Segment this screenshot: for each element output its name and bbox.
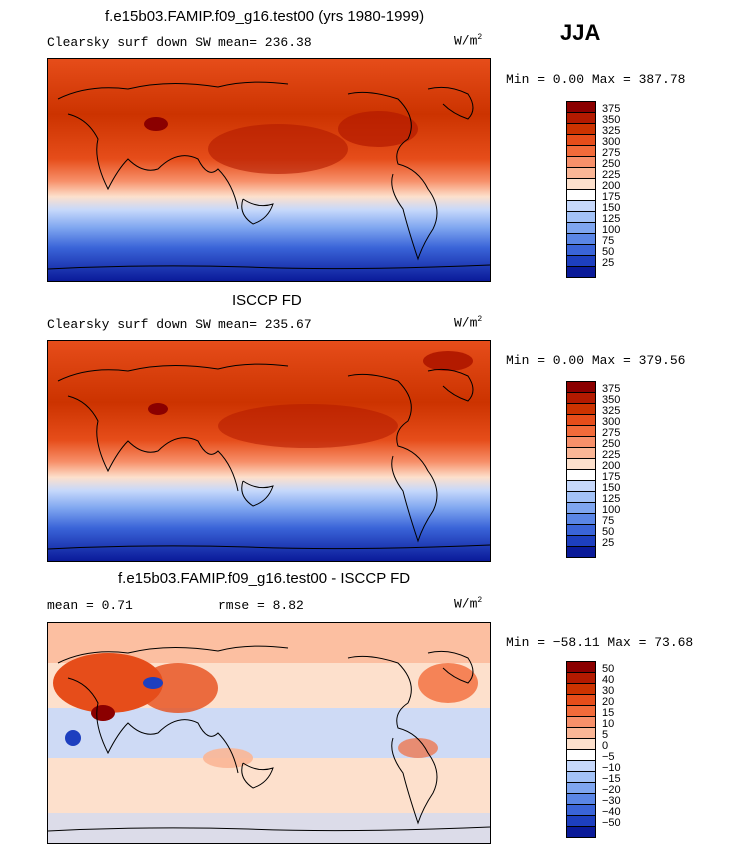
cbar-label: 200 <box>602 460 621 472</box>
cbar-label: 300 <box>602 136 621 148</box>
cbar-label: 250 <box>602 158 621 170</box>
panel3-title: f.e15b03.FAMIP.f09_g16.test00 - ISCCP FD <box>118 570 411 587</box>
cbar-label: 275 <box>602 427 621 439</box>
cbar-label: −30 <box>602 795 621 807</box>
cbar-label: 5 <box>602 729 609 741</box>
cbar-label: 375 <box>602 103 621 115</box>
panel2-mean: mean= 235.67 <box>218 317 312 332</box>
panel3-colorbar <box>566 661 596 838</box>
cbar-label: 100 <box>602 224 621 236</box>
cbar-label: 150 <box>602 202 621 214</box>
cbar-label: −50 <box>602 817 621 829</box>
panel1-minmax: Min = 0.00 Max = 387.78 <box>506 72 686 87</box>
cbar-label: 125 <box>602 493 621 505</box>
panel1-mean: mean= 236.38 <box>218 35 312 50</box>
cbar-label: 50 <box>602 246 615 258</box>
cbar-label: 0 <box>602 740 609 752</box>
cbar-label: −40 <box>602 806 621 818</box>
panel2-units: W/m2 <box>454 315 483 331</box>
panel3-units: W/m2 <box>454 596 483 612</box>
panel2-colorbar <box>566 381 596 558</box>
cbar-label: 75 <box>602 235 615 247</box>
cbar-label: 350 <box>602 114 621 126</box>
cbar-label: −5 <box>602 751 615 763</box>
cbar-label: 150 <box>602 482 621 494</box>
panel3-rmse: rmse = 8.82 <box>218 598 304 613</box>
season-label: JJA <box>560 20 601 45</box>
cbar-label: 75 <box>602 515 615 527</box>
panel3-mean: mean = 0.71 <box>47 598 133 613</box>
cbar-label: 50 <box>602 663 615 675</box>
colorbar-swatch <box>566 826 596 838</box>
cbar-label: 250 <box>602 438 621 450</box>
panel3-minmax: Min = −58.11 Max = 73.68 <box>506 635 694 650</box>
panel1-colorbar <box>566 101 596 278</box>
panel1-units: W/m2 <box>454 33 483 49</box>
colorbar-swatch <box>566 546 596 558</box>
cbar-label: 40 <box>602 674 615 686</box>
panel1-map <box>47 58 491 282</box>
cbar-label: 30 <box>602 685 615 697</box>
cbar-label: 175 <box>602 471 621 483</box>
cbar-label: 300 <box>602 416 621 428</box>
cbar-label: 325 <box>602 125 621 137</box>
cbar-label: 350 <box>602 394 621 406</box>
colorbar-swatch <box>566 266 596 278</box>
cbar-label: 50 <box>602 526 615 538</box>
cbar-label: 25 <box>602 257 615 269</box>
cbar-label: 25 <box>602 537 615 549</box>
cbar-label: 125 <box>602 213 621 225</box>
panel3-map <box>47 622 491 844</box>
cbar-label: −20 <box>602 784 621 796</box>
cbar-label: 325 <box>602 405 621 417</box>
panel2-title: ISCCP FD <box>232 292 302 309</box>
cbar-label: 100 <box>602 504 621 516</box>
panel1-variable-label: Clearsky surf down SW <box>47 35 211 50</box>
cbar-label: 200 <box>602 180 621 192</box>
cbar-label: 225 <box>602 169 621 181</box>
panel2-variable-label: Clearsky surf down SW <box>47 317 211 332</box>
cbar-label: 175 <box>602 191 621 203</box>
cbar-label: 275 <box>602 147 621 159</box>
panel1-title: f.e15b03.FAMIP.f09_g16.test00 (yrs 1980-… <box>105 8 425 25</box>
cbar-label: 225 <box>602 449 621 461</box>
panel2-minmax: Min = 0.00 Max = 379.56 <box>506 353 686 368</box>
cbar-label: 15 <box>602 707 615 719</box>
panel2-map <box>47 340 491 562</box>
cbar-label: −15 <box>602 773 621 785</box>
cbar-label: 10 <box>602 718 615 730</box>
cbar-label: 20 <box>602 696 615 708</box>
cbar-label: −10 <box>602 762 621 774</box>
cbar-label: 375 <box>602 383 621 395</box>
